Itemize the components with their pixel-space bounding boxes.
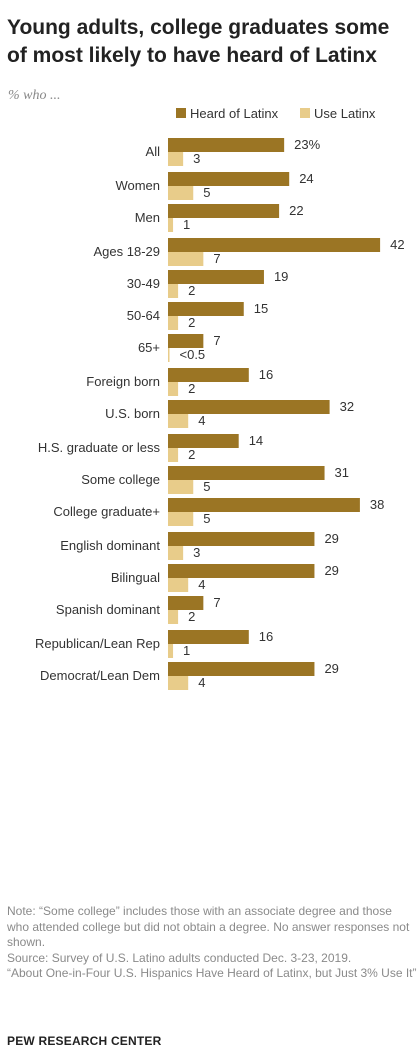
legend-swatch-heard [176, 108, 186, 118]
bar-heard-u-s-born [168, 400, 330, 414]
category-label-republican-lean-rep: Republican/Lean Rep [35, 636, 160, 651]
note-text: Note: “Some college” includes those with… [7, 904, 410, 949]
category-label-some-college: Some college [81, 472, 160, 487]
legend-label-use: Use Latinx [314, 106, 376, 121]
category-label-women: Women [115, 178, 160, 193]
category-label-ages-18-29: Ages 18-29 [94, 244, 161, 259]
bar-heard-50-64 [168, 302, 244, 316]
value-label-heard-foreign-born: 16 [259, 367, 273, 382]
bar-use-college-graduate [168, 512, 194, 526]
value-label-use-spanish-dominant: 2 [188, 609, 195, 624]
value-label-use-bilingual: 4 [198, 577, 205, 592]
bar-use-democrat-lean-dem [168, 676, 189, 690]
value-label-heard-spanish-dominant: 7 [213, 595, 220, 610]
bar-heard-spanish-dominant [168, 596, 204, 610]
value-label-heard-30-49: 19 [274, 269, 288, 284]
bar-heard-women [168, 172, 290, 186]
value-label-use-all: 3 [193, 151, 200, 166]
value-label-use-foreign-born: 2 [188, 381, 195, 396]
value-label-use-women: 5 [203, 185, 210, 200]
bar-use-65 [168, 348, 170, 362]
bar-use-all [168, 152, 184, 166]
bar-heard-foreign-born [168, 368, 249, 382]
bar-use-30-49 [168, 284, 179, 298]
category-label-65: 65+ [138, 340, 160, 355]
category-label-spanish-dominant: Spanish dominant [56, 602, 160, 617]
bar-use-h-s-graduate-or-less [168, 448, 179, 462]
chart-subtitle: % who ... [8, 88, 61, 103]
chart-notes: Note: “Some college” includes those with… [7, 904, 417, 982]
bar-use-ages-18-29 [168, 252, 204, 266]
category-label-u-s-born: U.S. born [105, 406, 160, 421]
category-label-college-graduate: College graduate+ [53, 504, 160, 519]
category-label-all: All [146, 144, 161, 159]
value-label-use-republican-lean-rep: 1 [183, 643, 190, 658]
value-label-use-u-s-born: 4 [198, 413, 205, 428]
bar-heard-republican-lean-rep [168, 630, 249, 644]
bar-use-some-college [168, 480, 194, 494]
report-title-text: “About One-in-Four U.S. Hispanics Have H… [7, 966, 417, 980]
source-text: Source: Survey of U.S. Latino adults con… [7, 950, 352, 965]
bar-use-men [168, 218, 174, 232]
bar-use-women [168, 186, 194, 200]
legend-swatch-use [300, 108, 310, 118]
value-label-heard-women: 24 [299, 171, 313, 186]
value-label-heard-50-64: 15 [254, 301, 268, 316]
value-label-heard-men: 22 [289, 203, 303, 218]
bar-heard-all [168, 138, 285, 152]
value-label-use-ages-18-29: 7 [213, 251, 220, 266]
legend-label-heard: Heard of Latinx [190, 106, 279, 121]
value-label-use-democrat-lean-dem: 4 [198, 675, 205, 690]
bar-heard-men [168, 204, 280, 218]
bar-heard-democrat-lean-dem [168, 662, 315, 676]
bar-heard-h-s-graduate-or-less [168, 434, 239, 448]
bar-heard-30-49 [168, 270, 264, 284]
value-label-heard-english-dominant: 29 [324, 531, 338, 546]
bar-use-bilingual [168, 578, 189, 592]
value-label-heard-republican-lean-rep: 16 [259, 629, 273, 644]
bar-heard-some-college [168, 466, 325, 480]
bar-heard-bilingual [168, 564, 315, 578]
category-label-foreign-born: Foreign born [86, 374, 160, 389]
value-label-heard-h-s-graduate-or-less: 14 [249, 433, 263, 448]
bar-heard-65 [168, 334, 204, 348]
chart-title: Young adults, college graduates some of … [7, 16, 390, 67]
value-label-use-50-64: 2 [188, 315, 195, 330]
bar-heard-ages-18-29 [168, 238, 381, 252]
value-label-heard-u-s-born: 32 [340, 399, 354, 414]
value-label-heard-democrat-lean-dem: 29 [324, 661, 338, 676]
bar-use-english-dominant [168, 546, 184, 560]
bar-use-foreign-born [168, 382, 179, 396]
category-label-english-dominant: English dominant [60, 538, 160, 553]
value-label-use-some-college: 5 [203, 479, 210, 494]
value-label-heard-ages-18-29: 42 [390, 237, 404, 252]
category-label-30-49: 30-49 [127, 276, 160, 291]
value-label-use-men: 1 [183, 217, 190, 232]
category-label-men: Men [135, 210, 160, 225]
bar-use-50-64 [168, 316, 179, 330]
value-label-heard-65: 7 [213, 333, 220, 348]
category-label-democrat-lean-dem: Democrat/Lean Dem [40, 668, 160, 683]
value-label-use-65: <0.5 [180, 347, 206, 362]
value-label-heard-college-graduate: 38 [370, 497, 384, 512]
value-label-use-college-graduate: 5 [203, 511, 210, 526]
footer-brand: PEW RESEARCH CENTER [7, 1034, 162, 1048]
category-label-50-64: 50-64 [127, 308, 160, 323]
value-label-use-30-49: 2 [188, 283, 195, 298]
bar-use-republican-lean-rep [168, 644, 174, 658]
bar-use-u-s-born [168, 414, 189, 428]
value-label-heard-some-college: 31 [335, 465, 349, 480]
bar-heard-english-dominant [168, 532, 315, 546]
value-label-use-english-dominant: 3 [193, 545, 200, 560]
value-label-use-h-s-graduate-or-less: 2 [188, 447, 195, 462]
value-label-heard-bilingual: 29 [324, 563, 338, 578]
bar-use-spanish-dominant [168, 610, 179, 624]
category-label-h-s-graduate-or-less: H.S. graduate or less [38, 440, 161, 455]
value-label-heard-all: 23% [294, 137, 320, 152]
bar-heard-college-graduate [168, 498, 360, 512]
category-label-bilingual: Bilingual [111, 570, 160, 585]
